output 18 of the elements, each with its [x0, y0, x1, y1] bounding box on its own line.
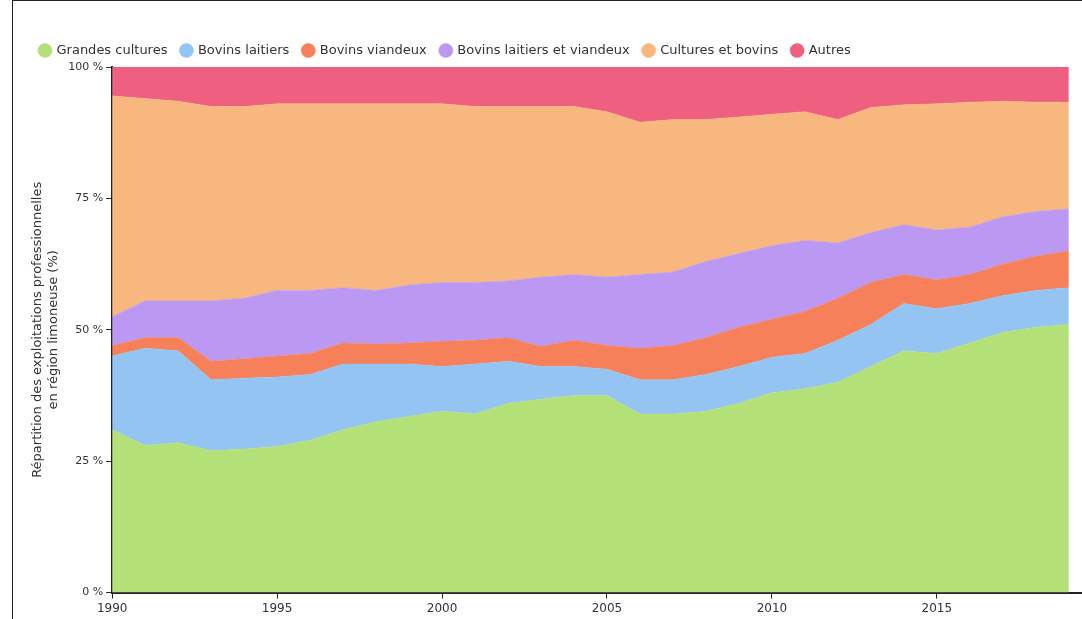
legend-label: Cultures et bovins	[660, 41, 779, 57]
y-tick-label: 100 %	[68, 59, 104, 73]
legend-label: Grandes cultures	[56, 41, 168, 57]
y-tick-label: 50 %	[75, 322, 104, 336]
legend-label: Bovins laitiers et viandeux	[457, 41, 630, 57]
x-tick-label: 2005	[591, 600, 623, 615]
legend-label: Autres	[808, 41, 851, 57]
x-tick-label: 2000	[426, 600, 458, 615]
legend-label: Bovins laitiers	[197, 41, 290, 57]
y-tick-label: 0 %	[82, 585, 104, 599]
y-axis-title: Répartition des exploitations professionnelles en région limoneuse (%)	[29, 181, 60, 478]
y-tick-label: 75 %	[75, 191, 104, 205]
legend-label: Bovins viandeux	[319, 41, 428, 57]
x-tick-label: 2015	[921, 600, 953, 615]
x-tick-label: 1995	[261, 600, 293, 615]
x-tick-label: 1990	[96, 600, 128, 615]
y-tick-label: 25 %	[75, 454, 104, 468]
x-tick-label: 2010	[756, 600, 788, 615]
